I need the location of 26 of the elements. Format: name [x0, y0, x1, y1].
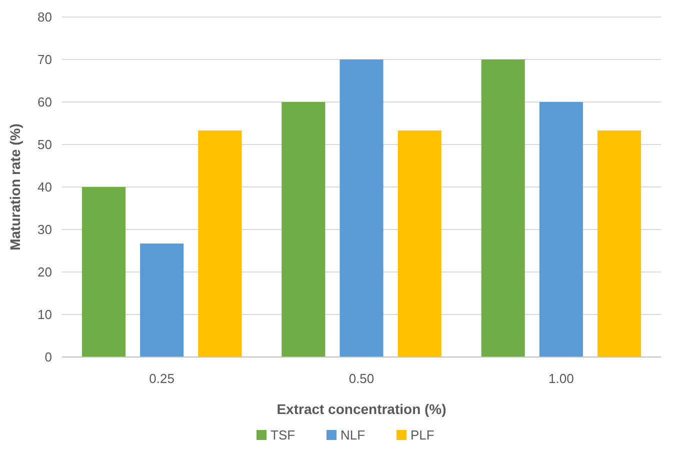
y-tick-label: 0 [44, 350, 52, 365]
x-tick-label: 0.50 [348, 371, 374, 386]
bar [340, 60, 384, 357]
bar [198, 130, 242, 357]
y-tick-label: 50 [38, 137, 52, 152]
legend-label: TSF [270, 428, 296, 443]
bar [539, 102, 583, 357]
bar [82, 187, 126, 357]
y-tick-label: 60 [38, 94, 52, 110]
y-tick-label: 80 [38, 10, 52, 25]
bar [481, 60, 525, 357]
legend-label: PLF [410, 428, 434, 443]
y-tick-label: 20 [38, 264, 52, 280]
y-tick-label: 40 [38, 180, 52, 195]
bar [282, 102, 326, 357]
legend-label: NLF [340, 428, 366, 443]
y-tick-label: 30 [38, 222, 52, 238]
bar [597, 130, 642, 357]
y-tick-label: 70 [38, 52, 52, 68]
x-tick-label: 0.25 [149, 371, 174, 386]
y-axis-title: Maturation rate (%) [7, 124, 23, 250]
y-tick-label: 10 [38, 307, 52, 322]
bar [140, 244, 184, 357]
x-tick-label: 1.00 [548, 371, 574, 386]
bar [398, 130, 442, 357]
x-axis-title: Extract concentration (%) [276, 401, 446, 417]
